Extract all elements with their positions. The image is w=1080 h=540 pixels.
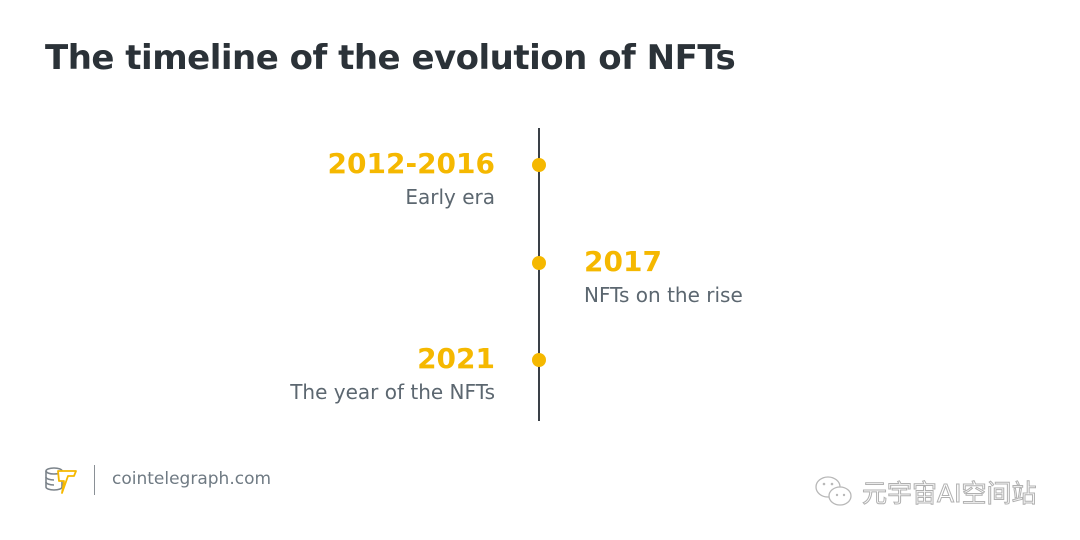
timeline-axis (538, 128, 540, 421)
watermark-text: 元宇宙AI空间站 (861, 479, 1037, 509)
event-year: 2021 (417, 342, 495, 375)
event-label: Early era (405, 185, 495, 209)
footer-site: cointelegraph.com (112, 469, 272, 489)
event-year: 2012-2016 (327, 147, 495, 180)
cointelegraph-logo-icon (44, 465, 78, 499)
wechat-icon (815, 476, 852, 506)
footer-divider (94, 465, 95, 495)
timeline-dot-2021 (532, 353, 546, 367)
timeline-dot-2012-2016 (532, 158, 546, 172)
event-label: The year of the NFTs (290, 380, 495, 404)
page-title: The timeline of the evolution of NFTs (45, 38, 736, 78)
timeline-dot-2017 (532, 256, 546, 270)
watermark: 元宇宙AI空间站 (814, 474, 1037, 510)
event-year: 2017 (584, 245, 662, 278)
event-label: NFTs on the rise (584, 283, 743, 307)
